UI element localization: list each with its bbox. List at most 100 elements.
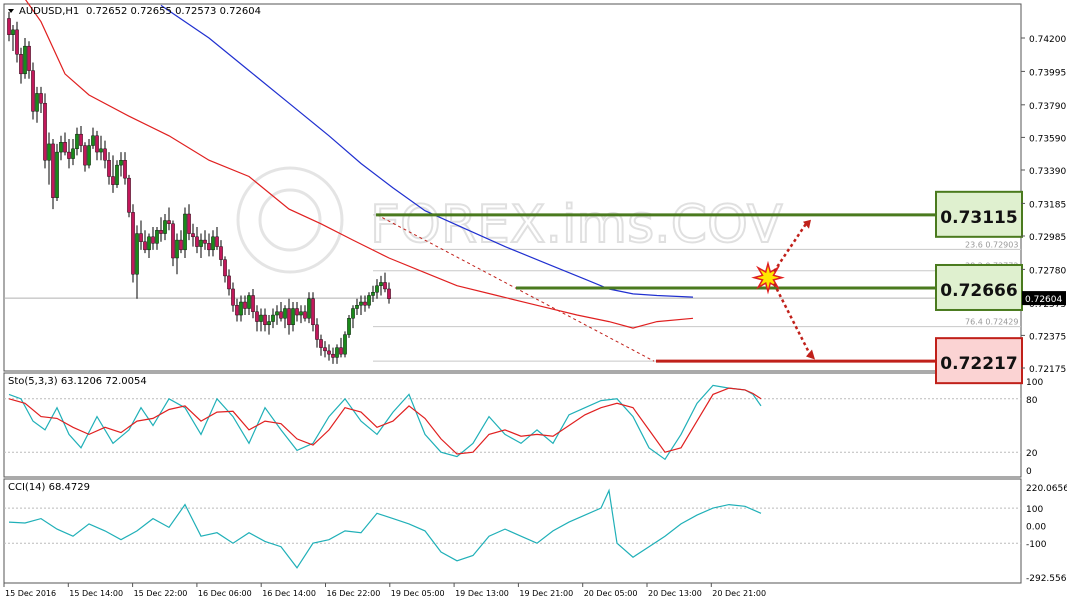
- arrow-up-icon: [803, 219, 811, 229]
- candle: [179, 230, 183, 254]
- level-box-frame: [935, 190, 1023, 238]
- stochastic-tick-label: 0: [1026, 467, 1032, 477]
- time-tick-label: 19 Dec 21:00: [519, 589, 573, 598]
- time-tick-label: 16 Dec 14:00: [262, 589, 316, 598]
- candle: [123, 152, 127, 185]
- price-tick-label: 0.73590: [1029, 134, 1066, 144]
- candle-body: [91, 135, 95, 146]
- candle: [283, 305, 287, 329]
- candle: [287, 298, 291, 335]
- candle-body: [171, 223, 175, 259]
- candle-body: [347, 318, 351, 335]
- candle: [183, 207, 187, 258]
- candle: [67, 139, 71, 169]
- candle-body: [187, 213, 191, 234]
- time-tick-label: 15 Dec 2016: [5, 589, 56, 598]
- candle-body: [327, 350, 331, 355]
- candle: [27, 41, 31, 79]
- candle-body: [75, 133, 79, 150]
- candle-body: [219, 246, 223, 260]
- candle-body: [107, 160, 111, 177]
- time-tick-label: 15 Dec 14:00: [69, 589, 123, 598]
- price-tick-label: 0.73390: [1029, 167, 1066, 177]
- candle: [323, 341, 327, 358]
- candle-body: [243, 301, 247, 309]
- main-pane-frame: [3, 3, 1022, 372]
- time-tick-label: 20 Dec 13:00: [648, 589, 702, 598]
- time-tick-label: 20 Dec 21:00: [712, 589, 766, 598]
- candle: [87, 139, 91, 169]
- candle: [135, 225, 139, 299]
- candle: [271, 308, 275, 329]
- candle: [363, 295, 367, 312]
- stochastic-tick-label: 20: [1026, 449, 1038, 459]
- candle: [295, 302, 299, 322]
- candle: [43, 93, 47, 169]
- candle-body: [247, 295, 251, 309]
- candle: [175, 233, 179, 275]
- candle-body: [191, 233, 195, 238]
- level-box: 0.72217: [935, 337, 1023, 385]
- candle-body: [371, 292, 375, 296]
- time-tick-label: 15 Dec 22:00: [134, 589, 188, 598]
- candle-body: [139, 233, 143, 242]
- candle: [211, 230, 215, 257]
- price-tick-label: 0.72175: [1029, 365, 1066, 375]
- candle: [199, 233, 203, 258]
- level-box-frame: [935, 263, 1023, 311]
- candle: [35, 86, 39, 123]
- candle: [187, 204, 191, 241]
- candle: [171, 220, 175, 267]
- time-tick-label: 19 Dec 13:00: [455, 589, 509, 598]
- candle-body: [23, 45, 27, 75]
- candle: [387, 282, 391, 304]
- candle-body: [351, 308, 355, 319]
- candle: [231, 282, 235, 312]
- candle: [127, 174, 131, 218]
- cci-line: [8, 488, 762, 569]
- candle-body: [239, 301, 243, 316]
- chevron-down-icon[interactable]: [8, 9, 14, 13]
- candle: [275, 305, 279, 325]
- candle: [107, 152, 111, 185]
- candle: [247, 292, 251, 316]
- candle-body: [263, 314, 267, 326]
- candle-body: [355, 305, 359, 309]
- level-label: 0.72666: [940, 281, 1017, 301]
- candle-body: [307, 298, 311, 319]
- candle: [147, 233, 151, 258]
- candle: [371, 285, 375, 302]
- candle-body: [59, 142, 63, 153]
- candle-body: [251, 295, 255, 312]
- candle: [19, 47, 23, 84]
- candle-body: [51, 143, 55, 198]
- candle-body: [267, 321, 271, 326]
- candle-body: [319, 339, 323, 348]
- candle-body: [223, 259, 227, 277]
- candle: [223, 256, 227, 283]
- candle: [103, 140, 107, 169]
- candle-body: [387, 288, 391, 299]
- candle-body: [383, 282, 387, 290]
- candle-body: [55, 151, 59, 198]
- candle: [75, 127, 79, 156]
- candle: [99, 135, 103, 161]
- candle-body: [159, 230, 163, 234]
- price-tick-label: 0.72375: [1029, 332, 1066, 342]
- candle: [143, 230, 147, 254]
- symbol-label: AUDUSD,H1: [19, 6, 79, 17]
- candle: [347, 315, 351, 338]
- burst-icon: [751, 260, 785, 295]
- candle-body: [103, 148, 107, 161]
- candle: [91, 127, 95, 149]
- candle-body: [295, 308, 299, 316]
- candle-body: [151, 236, 155, 244]
- moving-average-blue: [160, 4, 694, 298]
- price-tick-label: 0.72780: [1029, 266, 1066, 276]
- candle-body: [255, 311, 259, 322]
- candle-body: [67, 151, 71, 159]
- candle: [235, 298, 239, 322]
- cci-tick-label: 0.00: [1026, 523, 1046, 533]
- candle-body: [131, 212, 135, 275]
- candle-body: [127, 177, 131, 213]
